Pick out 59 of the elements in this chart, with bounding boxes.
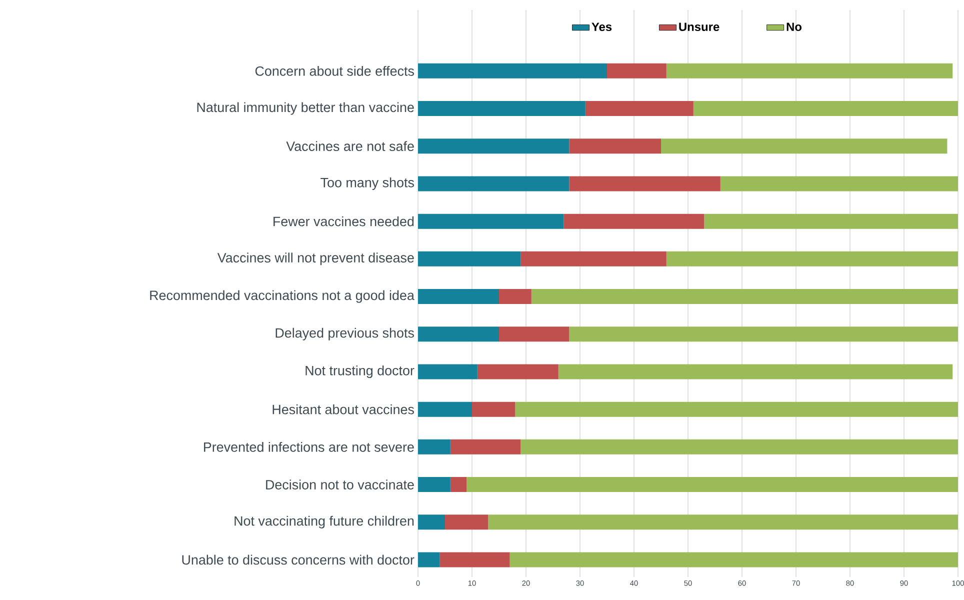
bar (607, 63, 666, 78)
bar (704, 214, 958, 229)
bar (569, 326, 958, 342)
bar (418, 289, 500, 304)
bar (520, 439, 958, 454)
y-tick-label: Fewer vaccines needed (274, 216, 414, 226)
bar (418, 176, 570, 192)
bar (418, 63, 608, 78)
bar (418, 364, 478, 380)
bar (693, 101, 958, 116)
bar (499, 326, 570, 342)
bar (450, 477, 467, 492)
bar (418, 514, 446, 530)
y-tick-label: Not trusting doctor (306, 365, 414, 378)
y-tick-label: Too many shots (320, 177, 414, 190)
y-tick-label: Prevented infections are not severe (204, 442, 414, 452)
bar (585, 101, 694, 116)
y-tick-label: Natural immunity better than vaccine (197, 102, 414, 115)
y-tick-label: Delayed previous shots (276, 328, 414, 340)
y-tick-label: Unable to discuss concerns with doctor (182, 554, 414, 565)
bar (569, 138, 662, 154)
bar (499, 289, 532, 304)
bar (445, 514, 488, 530)
bar (418, 326, 500, 342)
legend-label: Unsure (679, 22, 720, 32)
bar (418, 439, 450, 454)
bar (450, 439, 521, 454)
bar (661, 138, 948, 154)
bar (720, 176, 958, 192)
bar (558, 364, 953, 380)
bar (510, 552, 958, 568)
bar (418, 138, 570, 154)
bar (666, 63, 953, 78)
legend-label: No (786, 22, 802, 32)
bar (564, 214, 704, 229)
y-tick-label: Hesitant about vaccines (272, 404, 414, 414)
bar (418, 477, 450, 492)
bar (472, 402, 516, 417)
y-tick-label: Concern about side effects (255, 66, 414, 76)
bar (418, 214, 564, 229)
bar (466, 477, 958, 492)
bar (477, 364, 558, 380)
bar (520, 251, 666, 266)
bar (666, 251, 958, 266)
bar (569, 176, 720, 192)
y-tick-label: Not vaccinating future children (234, 516, 414, 528)
bar (515, 402, 958, 417)
legend-label: Yes (592, 22, 612, 32)
y-tick-label: Decision not to vaccinate (266, 480, 414, 490)
bar (440, 552, 510, 568)
bar (418, 402, 472, 417)
bar (418, 251, 521, 266)
y-tick-label: Vaccines are not safe (286, 141, 414, 152)
bar (488, 514, 958, 530)
bar (531, 289, 958, 304)
bar (418, 101, 586, 116)
bar (418, 552, 440, 568)
y-tick-label: Recommended vaccinations not a good idea (150, 290, 414, 303)
y-tick-label: Vaccines will not prevent disease (217, 252, 414, 266)
